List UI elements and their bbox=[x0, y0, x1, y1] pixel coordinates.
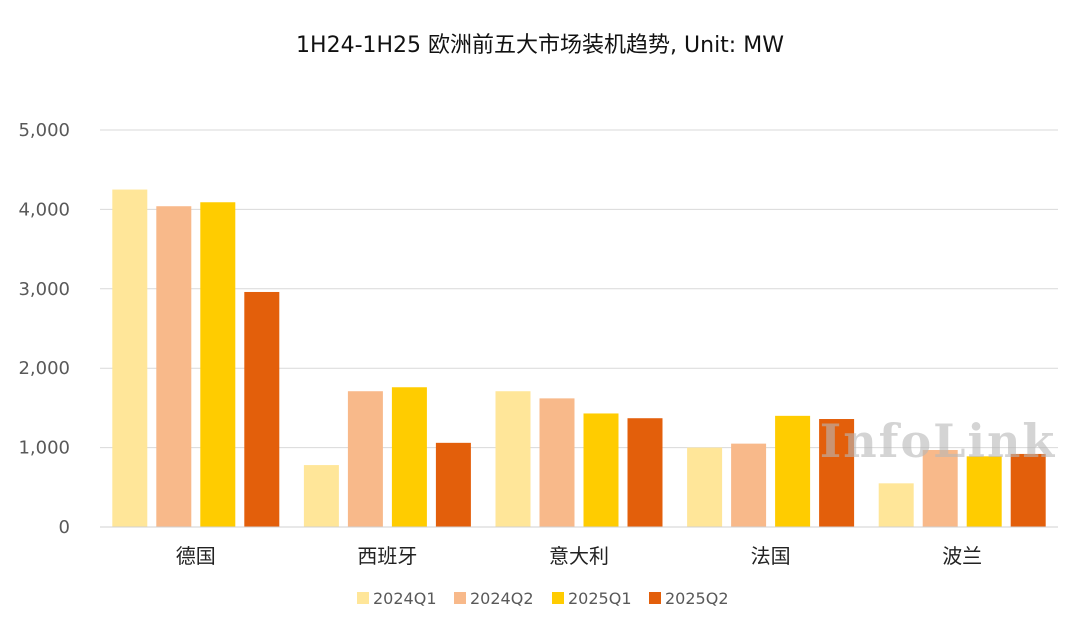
bar-2025Q2-3 bbox=[819, 419, 855, 527]
legend: 2024Q1 2024Q2 2025Q1 2025Q2 bbox=[357, 589, 729, 608]
bar-2025Q1-3 bbox=[775, 415, 811, 527]
legend-swatch bbox=[357, 592, 369, 604]
y-tick-label: 3,000 bbox=[18, 279, 70, 300]
bar-2024Q1-1 bbox=[303, 465, 339, 527]
bar-2024Q1-3 bbox=[687, 447, 723, 527]
bar-2025Q1-1 bbox=[391, 387, 427, 527]
bar-2025Q2-4 bbox=[1010, 453, 1046, 527]
bar-2025Q2-2 bbox=[627, 418, 663, 527]
legend-swatch bbox=[552, 592, 564, 604]
legend-label: 2024Q2 bbox=[470, 589, 534, 608]
legend-label: 2025Q1 bbox=[568, 589, 632, 608]
bar-2024Q2-3 bbox=[731, 443, 767, 527]
bar-2025Q2-0 bbox=[244, 291, 280, 527]
bar-2025Q1-2 bbox=[583, 413, 619, 527]
bar-2024Q1-2 bbox=[495, 391, 531, 527]
y-tick-label: 5,000 bbox=[18, 120, 70, 141]
bars bbox=[112, 189, 1046, 528]
y-tick-label: 1,000 bbox=[18, 438, 70, 459]
x-category-label: 法国 bbox=[751, 544, 791, 568]
y-tick-label: 0 bbox=[59, 517, 70, 538]
bar-2024Q1-4 bbox=[878, 483, 914, 527]
bar-2024Q2-1 bbox=[347, 391, 383, 527]
legend-swatch bbox=[649, 592, 661, 604]
gridlines bbox=[100, 129, 1058, 449]
bar-2024Q2-0 bbox=[156, 206, 192, 527]
y-tick-label: 4,000 bbox=[18, 199, 70, 220]
bar-2024Q2-4 bbox=[922, 449, 958, 527]
legend-swatch bbox=[454, 592, 466, 604]
y-tick-label: 2,000 bbox=[18, 358, 70, 379]
legend-label: 2025Q2 bbox=[665, 589, 729, 608]
bar-2024Q2-2 bbox=[539, 398, 575, 527]
x-category-label: 波兰 bbox=[942, 544, 982, 568]
x-category-label: 德国 bbox=[176, 544, 216, 568]
watermark-logo: InfoLink bbox=[820, 414, 1057, 468]
x-axis-categories: 德国 西班牙 意大利 法国 波兰 bbox=[176, 544, 982, 568]
bar-2024Q1-0 bbox=[112, 189, 148, 528]
bar-2025Q2-1 bbox=[435, 442, 471, 527]
chart-title: 1H24-1H25 欧洲前五大市场装机趋势, Unit: MW bbox=[296, 33, 784, 58]
bar-2025Q1-4 bbox=[966, 456, 1002, 527]
x-category-label: 西班牙 bbox=[357, 544, 417, 568]
bar-2025Q1-0 bbox=[200, 202, 236, 527]
x-category-label: 意大利 bbox=[549, 544, 609, 568]
y-axis-ticks: 0 1,000 2,000 3,000 4,000 5,000 bbox=[18, 120, 70, 538]
legend-label: 2024Q1 bbox=[373, 589, 437, 608]
